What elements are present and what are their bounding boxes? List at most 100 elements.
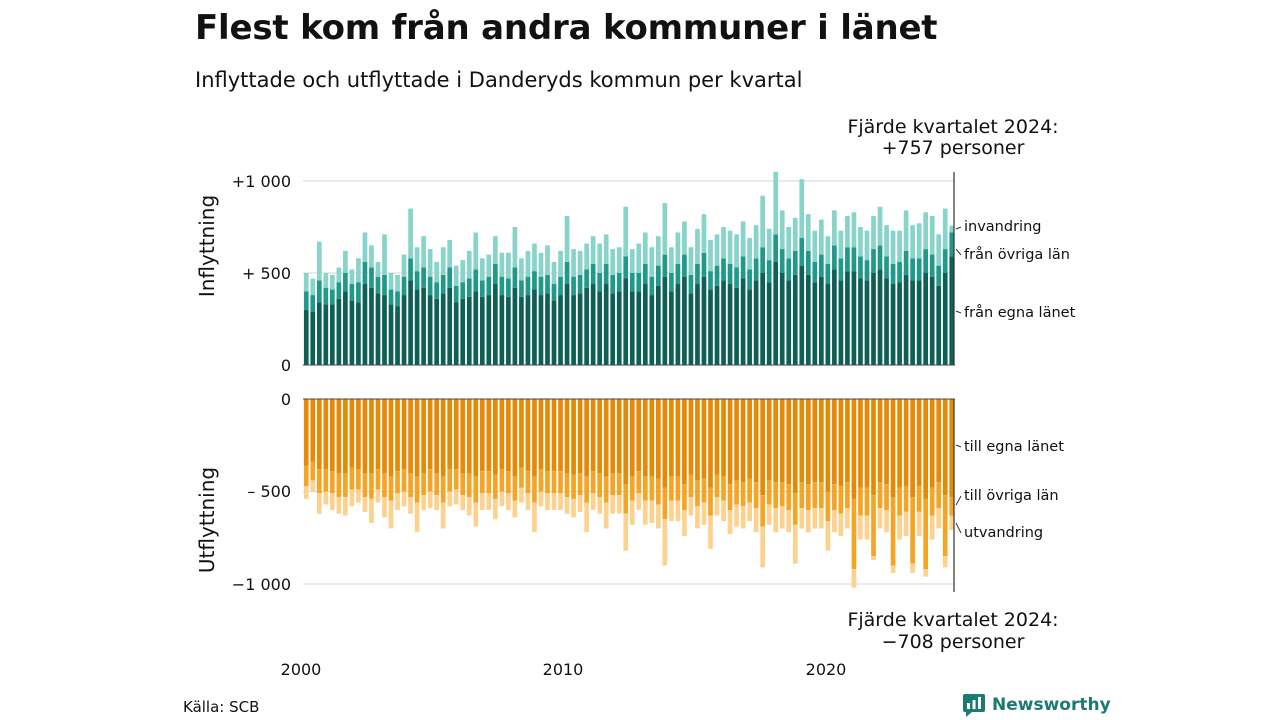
bar-outflow-other (525, 471, 531, 494)
bar-inflow-own (564, 284, 570, 365)
bar-inflow-own (616, 291, 622, 365)
bar-outflow-own (362, 399, 368, 473)
bar-inflow-immigration (466, 250, 472, 279)
bar-inflow-immigration (649, 247, 655, 277)
bar-inflow-own (747, 289, 752, 365)
bar-inflow-immigration (708, 239, 713, 272)
bar-outflow-emigration (636, 493, 642, 510)
bar-outflow-other (447, 469, 453, 492)
bar-outflow-own (799, 399, 805, 483)
bar-outflow-emigration (597, 497, 603, 514)
bar-inflow-own (329, 304, 335, 365)
bar-inflow-other (545, 274, 550, 294)
bar-inflow-immigration (838, 230, 844, 259)
bar-outflow-own (447, 399, 453, 470)
bar-outflow-own (662, 399, 668, 488)
bar-outflow-own (897, 399, 902, 488)
bar-inflow-immigration (936, 234, 942, 266)
bar-outflow-own (356, 399, 361, 470)
bar-outflow-own (884, 399, 889, 485)
bar-outflow-emigration (577, 495, 583, 512)
bar-inflow-own (642, 284, 648, 365)
bar-outflow-emigration (479, 493, 485, 510)
bar-inflow-immigration (688, 247, 694, 275)
bar-outflow-emigration (936, 508, 942, 529)
bar-outflow-own (577, 399, 583, 473)
bar-inflow-own (323, 304, 329, 365)
bar-outflow-emigration (701, 502, 707, 525)
bar-inflow-own (499, 295, 505, 365)
bar-inflow-immigration (675, 232, 681, 264)
bar-outflow-emigration (492, 498, 498, 520)
bar-inflow-own (506, 296, 511, 365)
bar-outflow-other (675, 476, 681, 501)
bar-outflow-emigration (688, 497, 694, 516)
bar-outflow-other (610, 473, 616, 496)
bar-outflow-own (440, 399, 446, 477)
bar-outflow-emigration (864, 515, 870, 540)
bar-outflow-other (871, 495, 876, 557)
bar-outflow-other (682, 484, 687, 510)
bar-inflow-immigration (799, 179, 805, 239)
bar-outflow-own (584, 399, 589, 477)
bar-inflow-immigration (642, 232, 648, 264)
bar-outflow-emigration (375, 489, 381, 503)
bar-outflow-own (864, 399, 870, 488)
bar-inflow-other (929, 254, 935, 277)
bar-inflow-own (388, 304, 394, 365)
bar-outflow-emigration (460, 495, 466, 510)
bar-inflow-other (564, 261, 570, 285)
bar-outflow-emigration (884, 510, 889, 533)
newsworthy-logo[interactable]: Newsworthy (962, 693, 1111, 717)
bar-inflow-immigration (884, 225, 889, 257)
bar-outflow-emigration (421, 495, 426, 510)
bar-inflow-immigration (414, 247, 420, 272)
bar-outflow-own (773, 399, 779, 483)
bar-outflow-other (721, 476, 726, 501)
bar-inflow-other (649, 276, 655, 296)
bar-inflow-own (903, 274, 909, 365)
bar-outflow-emigration (603, 502, 609, 529)
bar-outflow-own (532, 399, 537, 477)
bar-outflow-own (336, 399, 342, 473)
bar-inflow-other (362, 261, 368, 285)
bar-outflow-other (564, 473, 570, 498)
bar-inflow-other (949, 232, 955, 257)
bar-inflow-other (942, 249, 948, 273)
bar-outflow-own (851, 399, 857, 499)
bar-inflow-immigration (558, 250, 563, 277)
bar-outflow-other (936, 482, 942, 509)
bar-inflow-own (655, 285, 661, 365)
bar-inflow-immigration (571, 249, 576, 277)
bar-outflow-emigration (714, 497, 720, 516)
bar-outflow-own (597, 399, 603, 473)
bar-outflow-own (492, 399, 498, 475)
bar-inflow-own (532, 289, 537, 365)
bar-outflow-other (825, 491, 831, 522)
bar-outflow-other (369, 473, 374, 499)
bar-outflow-emigration (571, 498, 576, 518)
bar-outflow-other (362, 473, 368, 498)
bar-outflow-other (623, 484, 629, 514)
bar-inflow-immigration (818, 219, 824, 255)
bar-outflow-own (610, 399, 616, 473)
bar-inflow-other (760, 247, 766, 273)
bar-inflow-own (401, 295, 407, 365)
series-label: från egna länet (964, 304, 1076, 321)
bar-outflow-other (532, 476, 537, 503)
bar-inflow-own (577, 293, 583, 365)
bar-outflow-emigration (336, 497, 342, 514)
bar-outflow-own (421, 399, 426, 473)
bar-inflow-own (369, 287, 374, 365)
bar-inflow-other (349, 284, 355, 301)
bar-inflow-other (629, 273, 635, 292)
bar-inflow-other (864, 260, 870, 281)
bar-inflow-immigration (336, 267, 342, 283)
series-label: till egna länet (964, 439, 1064, 455)
chart-title: Flest kom från andra kommuner i länet (195, 8, 938, 48)
bar-inflow-other (845, 247, 850, 272)
bar-outflow-emigration (877, 508, 883, 529)
bar-inflow-immigration (825, 236, 831, 264)
bar-inflow-own (395, 306, 400, 365)
bar-inflow-immigration (362, 232, 368, 262)
